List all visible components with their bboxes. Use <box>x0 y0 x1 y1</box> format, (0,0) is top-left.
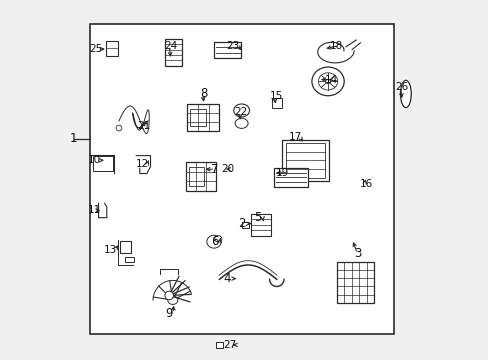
Ellipse shape <box>116 125 122 131</box>
Ellipse shape <box>325 79 330 84</box>
Text: 2: 2 <box>238 217 245 230</box>
Text: 19: 19 <box>276 168 289 178</box>
Text: 6: 6 <box>211 235 219 248</box>
Text: 22: 22 <box>234 107 247 117</box>
Bar <box>93 156 112 171</box>
Bar <box>274 168 307 187</box>
Polygon shape <box>317 42 353 63</box>
Text: 13: 13 <box>104 245 117 255</box>
Bar <box>187 104 219 131</box>
Ellipse shape <box>167 296 178 305</box>
Ellipse shape <box>164 291 173 300</box>
Text: 26: 26 <box>395 82 408 92</box>
Bar <box>185 162 216 191</box>
Text: 17: 17 <box>288 132 301 142</box>
Bar <box>120 241 131 253</box>
Bar <box>89 24 394 334</box>
Bar <box>124 257 133 262</box>
Text: 18: 18 <box>329 41 343 50</box>
Bar <box>285 143 325 178</box>
Text: 7: 7 <box>211 163 218 176</box>
Text: 24: 24 <box>164 41 177 50</box>
Bar <box>254 216 259 221</box>
Ellipse shape <box>318 73 337 90</box>
Ellipse shape <box>233 104 249 117</box>
Text: 14: 14 <box>324 75 337 85</box>
Ellipse shape <box>235 118 247 129</box>
Text: 21: 21 <box>137 121 150 131</box>
Text: 10: 10 <box>88 155 101 165</box>
Bar <box>190 108 206 126</box>
Text: 3: 3 <box>353 247 360 260</box>
Text: 15: 15 <box>269 91 282 101</box>
Text: 16: 16 <box>359 179 372 189</box>
Bar <box>336 262 374 303</box>
Text: 9: 9 <box>164 307 172 320</box>
Text: 1: 1 <box>70 132 77 145</box>
Ellipse shape <box>400 80 410 108</box>
Bar <box>188 167 203 186</box>
Text: 12: 12 <box>136 159 149 169</box>
Text: 25: 25 <box>89 44 102 54</box>
Bar <box>214 42 241 58</box>
Text: 27: 27 <box>223 340 237 350</box>
Bar <box>164 39 182 66</box>
Bar <box>242 222 248 228</box>
Bar <box>215 342 223 348</box>
Text: 23: 23 <box>226 41 239 50</box>
Bar <box>282 140 328 181</box>
Text: 8: 8 <box>200 87 207 100</box>
Ellipse shape <box>214 235 222 242</box>
Ellipse shape <box>206 235 221 248</box>
Text: 4: 4 <box>223 272 230 285</box>
Bar <box>251 214 271 235</box>
Bar <box>106 41 117 55</box>
Bar <box>271 98 281 108</box>
Text: 5: 5 <box>254 211 262 224</box>
Text: 11: 11 <box>88 206 101 216</box>
Ellipse shape <box>311 67 344 96</box>
Text: 20: 20 <box>221 164 234 174</box>
